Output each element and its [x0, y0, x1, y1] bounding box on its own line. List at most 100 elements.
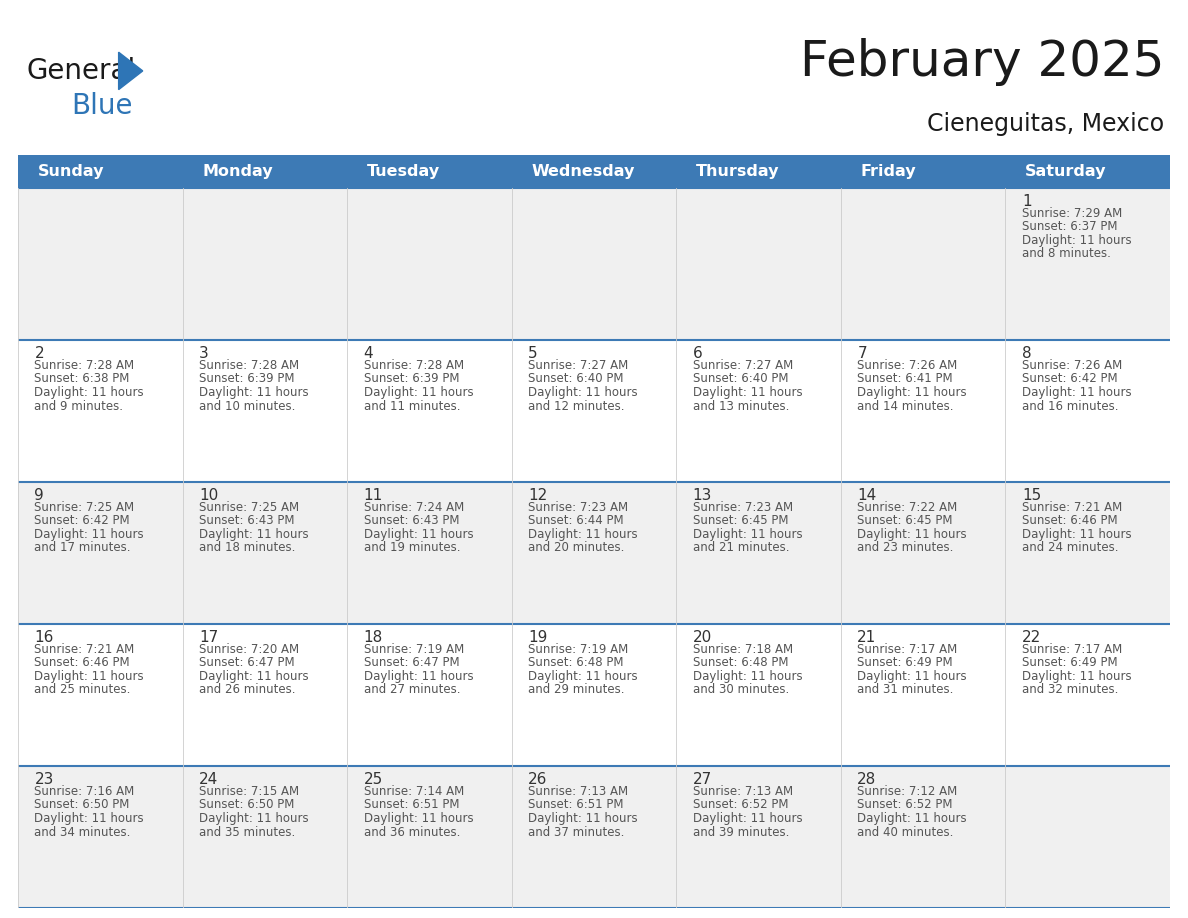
- Text: Friday: Friday: [860, 164, 916, 179]
- Text: and 34 minutes.: and 34 minutes.: [34, 825, 131, 838]
- Text: Sunset: 6:46 PM: Sunset: 6:46 PM: [34, 656, 129, 669]
- Text: Sunset: 6:42 PM: Sunset: 6:42 PM: [1022, 373, 1118, 386]
- Text: Sunrise: 7:19 AM: Sunrise: 7:19 AM: [364, 643, 463, 656]
- Text: Sunset: 6:39 PM: Sunset: 6:39 PM: [200, 373, 295, 386]
- Text: 5: 5: [529, 346, 538, 361]
- Text: Sunset: 6:40 PM: Sunset: 6:40 PM: [693, 373, 789, 386]
- Text: and 31 minutes.: and 31 minutes.: [858, 684, 954, 697]
- Text: and 11 minutes.: and 11 minutes.: [364, 399, 460, 412]
- Text: and 36 minutes.: and 36 minutes.: [364, 825, 460, 838]
- Text: Sunrise: 7:26 AM: Sunrise: 7:26 AM: [1022, 359, 1123, 372]
- Text: Sunrise: 7:21 AM: Sunrise: 7:21 AM: [1022, 501, 1123, 514]
- Text: Sunset: 6:49 PM: Sunset: 6:49 PM: [1022, 656, 1118, 669]
- Text: Wednesday: Wednesday: [531, 164, 634, 179]
- Text: Sunset: 6:47 PM: Sunset: 6:47 PM: [200, 656, 295, 669]
- Text: and 29 minutes.: and 29 minutes.: [529, 684, 625, 697]
- Text: 3: 3: [200, 346, 209, 361]
- Text: and 8 minutes.: and 8 minutes.: [1022, 248, 1111, 261]
- Text: and 40 minutes.: and 40 minutes.: [858, 825, 954, 838]
- Text: 6: 6: [693, 346, 702, 361]
- Text: Sunrise: 7:24 AM: Sunrise: 7:24 AM: [364, 501, 463, 514]
- Text: Sunrise: 7:25 AM: Sunrise: 7:25 AM: [34, 501, 134, 514]
- Text: Sunset: 6:44 PM: Sunset: 6:44 PM: [529, 514, 624, 528]
- Text: Sunrise: 7:13 AM: Sunrise: 7:13 AM: [693, 785, 792, 798]
- Text: Daylight: 11 hours: Daylight: 11 hours: [693, 812, 802, 825]
- Text: and 26 minutes.: and 26 minutes.: [200, 684, 296, 697]
- Text: and 20 minutes.: and 20 minutes.: [529, 542, 625, 554]
- Bar: [18, 340, 1170, 482]
- Text: Daylight: 11 hours: Daylight: 11 hours: [858, 528, 967, 541]
- Text: Sunrise: 7:23 AM: Sunrise: 7:23 AM: [693, 501, 792, 514]
- Text: Daylight: 11 hours: Daylight: 11 hours: [693, 386, 802, 399]
- Text: 4: 4: [364, 346, 373, 361]
- Text: Sunset: 6:40 PM: Sunset: 6:40 PM: [529, 373, 624, 386]
- Text: Sunrise: 7:16 AM: Sunrise: 7:16 AM: [34, 785, 134, 798]
- Text: and 27 minutes.: and 27 minutes.: [364, 684, 460, 697]
- Text: Sunrise: 7:25 AM: Sunrise: 7:25 AM: [200, 501, 299, 514]
- Text: and 9 minutes.: and 9 minutes.: [34, 399, 124, 412]
- Text: Daylight: 11 hours: Daylight: 11 hours: [34, 386, 144, 399]
- Text: and 16 minutes.: and 16 minutes.: [1022, 399, 1118, 412]
- Text: Daylight: 11 hours: Daylight: 11 hours: [693, 528, 802, 541]
- Text: and 10 minutes.: and 10 minutes.: [200, 399, 296, 412]
- Bar: [18, 624, 1170, 766]
- Bar: [18, 766, 1170, 908]
- Text: February 2025: February 2025: [800, 38, 1164, 85]
- Text: Sunset: 6:51 PM: Sunset: 6:51 PM: [529, 799, 624, 812]
- Text: Daylight: 11 hours: Daylight: 11 hours: [200, 670, 309, 683]
- Text: 7: 7: [858, 346, 867, 361]
- Text: Daylight: 11 hours: Daylight: 11 hours: [200, 528, 309, 541]
- Text: Sunset: 6:45 PM: Sunset: 6:45 PM: [693, 514, 789, 528]
- Text: Thursday: Thursday: [696, 164, 779, 179]
- Text: Daylight: 11 hours: Daylight: 11 hours: [364, 670, 473, 683]
- Text: Sunset: 6:47 PM: Sunset: 6:47 PM: [364, 656, 460, 669]
- Text: Blue: Blue: [71, 92, 133, 120]
- Text: Daylight: 11 hours: Daylight: 11 hours: [529, 812, 638, 825]
- Text: Daylight: 11 hours: Daylight: 11 hours: [1022, 234, 1131, 247]
- Text: 28: 28: [858, 772, 877, 787]
- Bar: [18, 155, 1170, 188]
- Text: Daylight: 11 hours: Daylight: 11 hours: [34, 812, 144, 825]
- Text: and 23 minutes.: and 23 minutes.: [858, 542, 954, 554]
- Text: 25: 25: [364, 772, 383, 787]
- Text: Sunrise: 7:17 AM: Sunrise: 7:17 AM: [858, 643, 958, 656]
- Text: Sunset: 6:45 PM: Sunset: 6:45 PM: [858, 514, 953, 528]
- Text: Sunrise: 7:27 AM: Sunrise: 7:27 AM: [693, 359, 794, 372]
- Text: Daylight: 11 hours: Daylight: 11 hours: [1022, 670, 1131, 683]
- Text: and 14 minutes.: and 14 minutes.: [858, 399, 954, 412]
- Text: and 25 minutes.: and 25 minutes.: [34, 684, 131, 697]
- Text: Sunrise: 7:19 AM: Sunrise: 7:19 AM: [529, 643, 628, 656]
- Text: Tuesday: Tuesday: [367, 164, 440, 179]
- Text: Saturday: Saturday: [1025, 164, 1107, 179]
- Text: 14: 14: [858, 488, 877, 503]
- Text: Daylight: 11 hours: Daylight: 11 hours: [364, 528, 473, 541]
- Text: and 18 minutes.: and 18 minutes.: [200, 542, 296, 554]
- Text: Daylight: 11 hours: Daylight: 11 hours: [529, 386, 638, 399]
- Text: Sunrise: 7:27 AM: Sunrise: 7:27 AM: [529, 359, 628, 372]
- Text: 17: 17: [200, 630, 219, 645]
- Text: and 19 minutes.: and 19 minutes.: [364, 542, 460, 554]
- Text: 23: 23: [34, 772, 53, 787]
- Text: Daylight: 11 hours: Daylight: 11 hours: [1022, 528, 1131, 541]
- Text: Sunset: 6:50 PM: Sunset: 6:50 PM: [200, 799, 295, 812]
- Text: and 37 minutes.: and 37 minutes.: [529, 825, 625, 838]
- Text: and 17 minutes.: and 17 minutes.: [34, 542, 131, 554]
- Text: 2: 2: [34, 346, 44, 361]
- Text: 26: 26: [529, 772, 548, 787]
- Text: Sunrise: 7:28 AM: Sunrise: 7:28 AM: [364, 359, 463, 372]
- Text: Daylight: 11 hours: Daylight: 11 hours: [200, 386, 309, 399]
- Text: Sunrise: 7:18 AM: Sunrise: 7:18 AM: [693, 643, 792, 656]
- Text: Sunrise: 7:14 AM: Sunrise: 7:14 AM: [364, 785, 463, 798]
- Text: and 32 minutes.: and 32 minutes.: [1022, 684, 1118, 697]
- Bar: [18, 482, 1170, 624]
- Text: Sunrise: 7:26 AM: Sunrise: 7:26 AM: [858, 359, 958, 372]
- Text: Sunset: 6:41 PM: Sunset: 6:41 PM: [858, 373, 953, 386]
- Text: Sunset: 6:46 PM: Sunset: 6:46 PM: [1022, 514, 1118, 528]
- Text: Sunset: 6:43 PM: Sunset: 6:43 PM: [364, 514, 459, 528]
- Text: and 21 minutes.: and 21 minutes.: [693, 542, 789, 554]
- Text: and 30 minutes.: and 30 minutes.: [693, 684, 789, 697]
- Text: 16: 16: [34, 630, 53, 645]
- Text: Sunrise: 7:15 AM: Sunrise: 7:15 AM: [200, 785, 299, 798]
- Text: Sunrise: 7:28 AM: Sunrise: 7:28 AM: [34, 359, 134, 372]
- Text: 27: 27: [693, 772, 712, 787]
